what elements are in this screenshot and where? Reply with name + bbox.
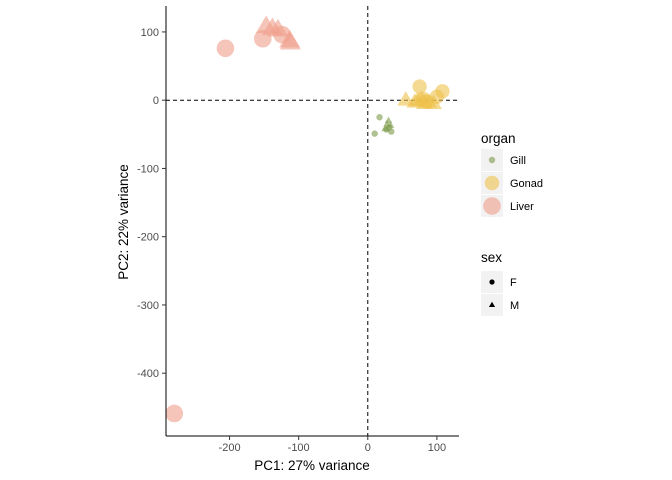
legend-organ-gonad-swatch bbox=[484, 175, 500, 191]
plot-area bbox=[165, 6, 459, 436]
legend-sex-f-symbol bbox=[489, 279, 495, 285]
legend-organ-gill-swatch bbox=[488, 156, 496, 164]
y-tick-label: 100 bbox=[141, 27, 159, 39]
x-tick-label: -200 bbox=[219, 442, 241, 454]
legend-organ-gonad-label: Gonad bbox=[510, 178, 543, 190]
legend-sex-f-label: F bbox=[510, 277, 517, 289]
legend: organ Gill Gonad Liver sex FM bbox=[481, 131, 543, 316]
data-point-gonad-f bbox=[412, 79, 427, 94]
legend-organ-gill-label: Gill bbox=[510, 155, 526, 167]
data-point-gonad-m bbox=[424, 94, 442, 110]
axes: -200 -100 0 100 100 0 -100 -200 -300 -400 bbox=[137, 6, 459, 454]
y-tick-label: 0 bbox=[153, 95, 159, 107]
y-tick-label: -400 bbox=[137, 368, 159, 380]
x-tick-label: -100 bbox=[288, 442, 310, 454]
legend-sex-m-label: M bbox=[510, 300, 519, 312]
y-tick-label: -300 bbox=[137, 300, 159, 312]
legend-organ-liver-label: Liver bbox=[510, 201, 534, 213]
legend-organ-liver-swatch bbox=[483, 197, 501, 215]
x-axis-title: PC1: 27% variance bbox=[254, 458, 370, 473]
data-point-gonad-m bbox=[408, 91, 427, 107]
data-point-liver-f bbox=[216, 39, 235, 58]
legend-sex-title: sex bbox=[481, 250, 502, 265]
legend-sex-m-symbol bbox=[488, 301, 496, 307]
data-point-gill-m bbox=[386, 121, 395, 128]
legend-organ-title: organ bbox=[481, 131, 516, 146]
data-point-gill-m bbox=[384, 116, 393, 124]
data-point-gill-f bbox=[371, 130, 378, 137]
data-point-liver-m bbox=[267, 18, 289, 37]
data-point-gill-m bbox=[381, 124, 389, 132]
data-point-gill-f bbox=[376, 114, 383, 121]
data-point-gill-f bbox=[388, 128, 395, 135]
x-tick-label: 100 bbox=[428, 442, 446, 454]
x-tick-label: 0 bbox=[365, 442, 371, 454]
y-tick-label: -100 bbox=[137, 163, 159, 175]
y-axis-title: PC2: 22% variance bbox=[116, 164, 131, 280]
y-tick-label: -200 bbox=[137, 232, 159, 244]
data-point-liver-m bbox=[279, 29, 301, 48]
data-point-liver-f bbox=[165, 404, 184, 423]
